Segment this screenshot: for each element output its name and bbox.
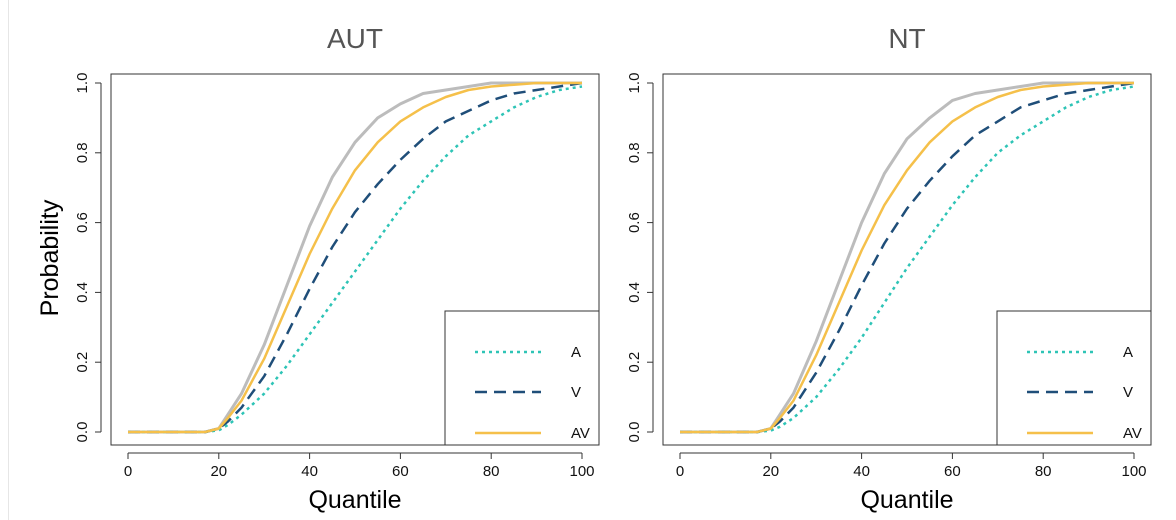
chart-panel-nt: NT Quantile 0 20 40 60 80 100 0.0 0.2 0.4 0.6 0.8 1… [626,23,1152,514]
chart-title: NT [888,23,925,54]
series-line-v [680,81,1135,434]
y-tick-label: 0.2 [626,352,643,373]
chart-panel-aut: AUT Quantile Probability 0 20 40 60 80 100 0.0… [36,23,600,514]
legend-box [996,310,1152,446]
legend-label-v: V [571,384,581,401]
y-tick-label: 0.0 [626,422,643,443]
y-axis-title: Probability [36,199,64,316]
x-tick-label: 0 [676,463,684,480]
series-line-v [128,81,583,434]
x-axis-title: Quantile [860,486,953,514]
x-tick-label: 60 [392,463,409,480]
y-tick-label: 1.0 [626,73,643,94]
x-tick-label: 60 [944,463,961,480]
x-tick-label: 0 [124,463,132,480]
x-tick-label: 40 [301,463,318,480]
x-tick-label: 80 [483,463,500,480]
x-tick-label: 80 [1035,463,1052,480]
plot-frame [110,73,600,446]
legend-label-a: A [571,344,581,361]
x-tick-label: 20 [762,463,779,480]
legend-label-v: V [1123,384,1133,401]
chart-title: AUT [327,23,383,54]
x-axis-title: Quantile [308,486,401,514]
y-tick-label: 0.8 [74,142,91,163]
x-tick-label: 100 [1121,463,1146,480]
legend-label-av: AV [571,425,590,442]
x-tick-label: 20 [210,463,227,480]
y-tick-label: 0.4 [74,282,91,303]
page-left-rule [8,0,9,520]
y-tick-label: 0.4 [626,282,643,303]
y-tick-label: 1.0 [74,73,91,94]
series-line-reference [680,81,1134,434]
x-tick-label: 100 [569,463,594,480]
y-tick-label: 0.2 [74,352,91,373]
x-tick-label: 40 [853,463,870,480]
legend-label-a: A [1123,344,1133,361]
series-line-av [128,81,582,434]
y-tick-label: 0.6 [626,212,643,233]
legend-label-av: AV [1123,425,1142,442]
plot-frame [662,73,1152,446]
y-tick-label: 0.8 [626,142,643,163]
y-tick-label: 0.6 [74,212,91,233]
series-line-reference [128,81,582,434]
y-tick-label: 0.0 [74,422,91,443]
legend-box [444,310,600,446]
series-line-av [680,81,1134,434]
